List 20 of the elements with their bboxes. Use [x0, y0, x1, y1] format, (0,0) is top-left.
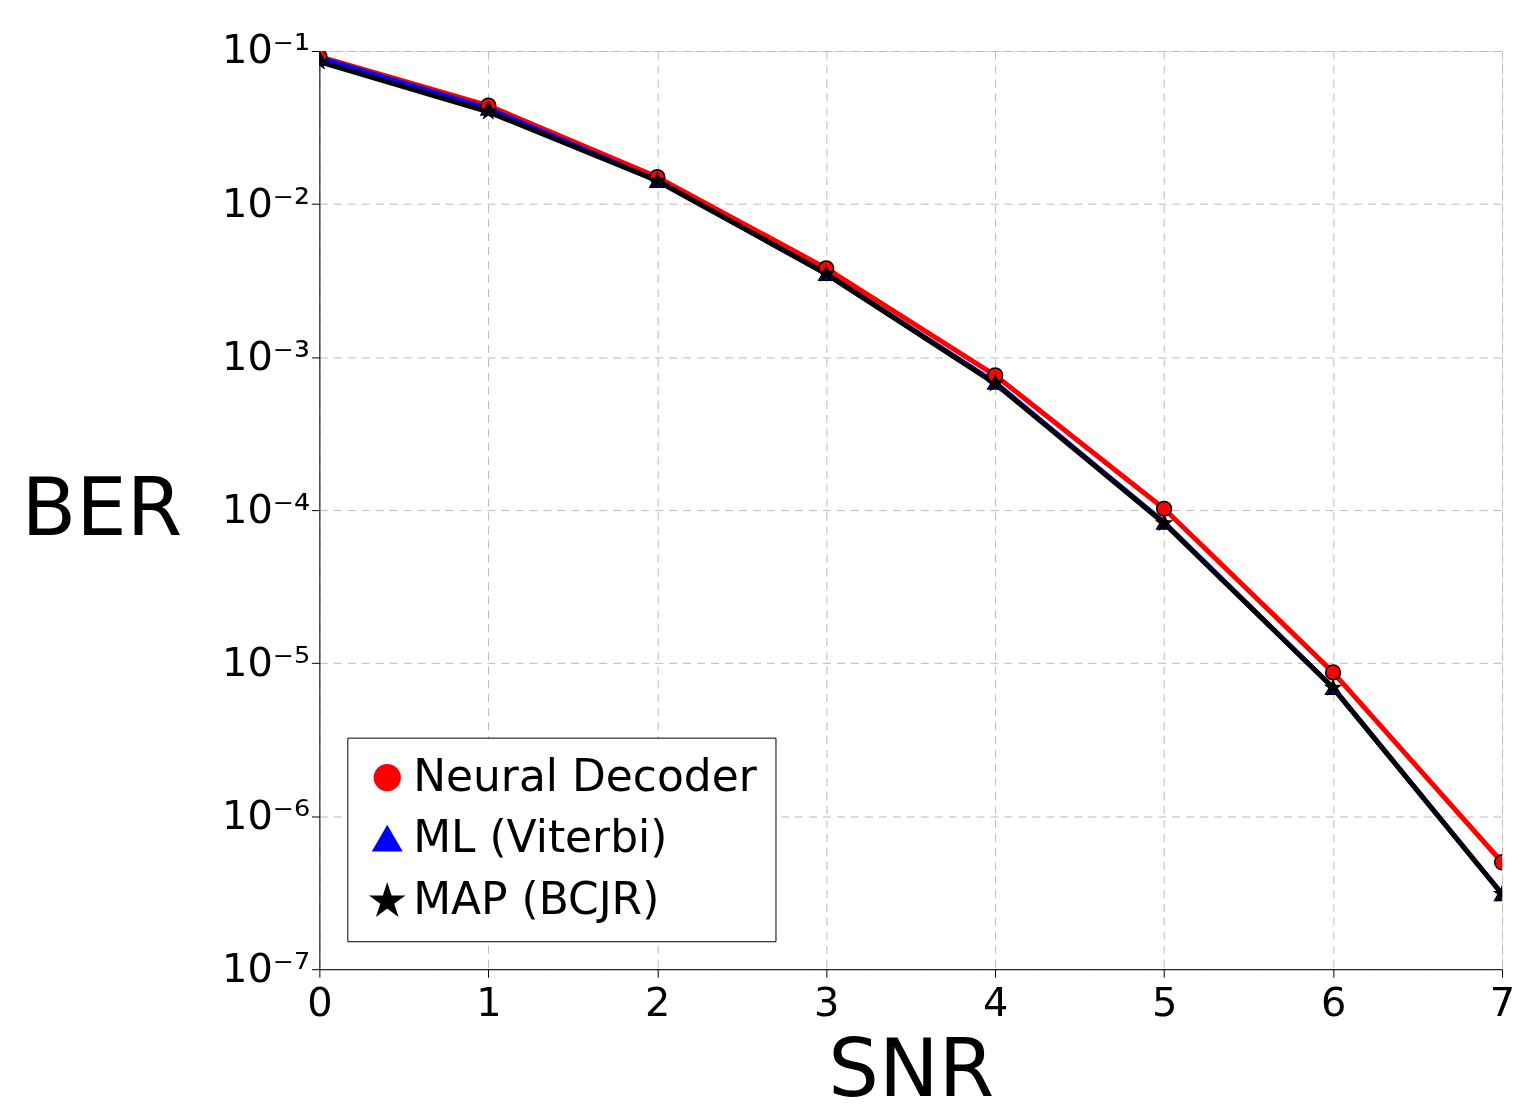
y-tick-label: 10⁻⁶ — [222, 791, 310, 838]
x-tick-label: 6 — [1320, 978, 1347, 1025]
x-tick-label: 3 — [814, 978, 840, 1025]
x-tick-label: 5 — [1151, 978, 1178, 1025]
x-tick-label: 7 — [1489, 978, 1516, 1025]
legend-label: MAP (BCJR) — [413, 873, 660, 925]
y-tick-label: 10⁻⁷ — [222, 944, 310, 991]
legend-label: ML (Viterbi) — [413, 811, 668, 863]
x-tick-label: 4 — [982, 978, 1009, 1025]
y-tick-label: 10⁻² — [222, 179, 310, 226]
x-tick-label: 1 — [476, 978, 502, 1025]
x-tick-label: 2 — [645, 978, 671, 1025]
y-axis-title: BER — [21, 460, 183, 554]
y-tick-label: 10⁻³ — [222, 332, 310, 379]
y-tick-label: 10⁻¹ — [222, 26, 310, 73]
y-tick-label: 10⁻⁴ — [222, 485, 310, 532]
y-tick-label: 10⁻⁵ — [222, 638, 310, 685]
x-tick-label: 0 — [307, 978, 333, 1025]
legend-label: Neural Decoder — [413, 749, 758, 801]
x-axis-title: SNR — [828, 1022, 995, 1108]
